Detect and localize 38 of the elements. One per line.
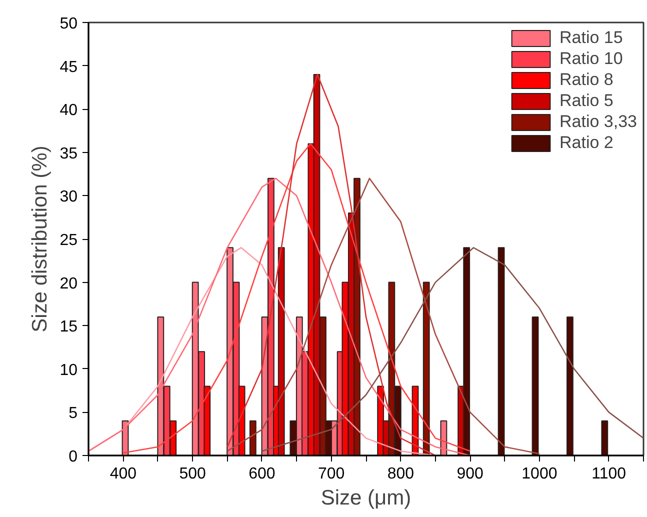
bar (422, 282, 430, 456)
legend-label: Ratio 8 (560, 70, 614, 90)
line-series (261, 247, 644, 452)
line-series (226, 74, 436, 456)
y-tick-label: 35 (60, 145, 78, 162)
y-tick-label: 15 (60, 318, 78, 336)
x-tick-label: 500 (179, 466, 206, 482)
x-tick-label: 1000 (522, 466, 558, 482)
legend-label: Ratio 5 (560, 91, 614, 111)
bar (498, 247, 505, 456)
line-series (226, 178, 540, 454)
x-tick-label: 900 (456, 466, 484, 482)
bar (566, 316, 574, 456)
x-axis-title: Size (μm) (320, 486, 412, 510)
y-tick-label: 10 (60, 362, 78, 379)
y-tick-label: 25 (60, 232, 78, 249)
bar (601, 420, 608, 456)
x-tick-label: 1100 (592, 466, 626, 482)
y-tick-label: 20 (60, 275, 78, 292)
y-tick-label: 45 (60, 58, 78, 76)
legend-label: Ratio 2 (560, 133, 614, 153)
x-tick-label: 400 (110, 466, 137, 482)
y-tick-label: 5 (68, 405, 78, 422)
bar (532, 316, 539, 456)
line-series (88, 178, 471, 456)
x-tick-label: 800 (387, 466, 414, 482)
y-tick-label: 0 (68, 448, 78, 466)
x-tick-label: 700 (318, 466, 345, 482)
legend-label: Ratio 15 (560, 28, 623, 48)
legend-label: Ratio 3,33 (560, 112, 637, 132)
x-tick-label: 600 (248, 466, 276, 482)
line-series (122, 143, 471, 454)
y-tick-label: 30 (60, 188, 78, 206)
y-tick-label: 40 (60, 102, 78, 120)
y-tick-label: 50 (60, 16, 78, 32)
bar (249, 420, 256, 456)
legend-label: Ratio 10 (560, 49, 623, 69)
y-axis-title: Size distribution (%) (28, 146, 52, 332)
